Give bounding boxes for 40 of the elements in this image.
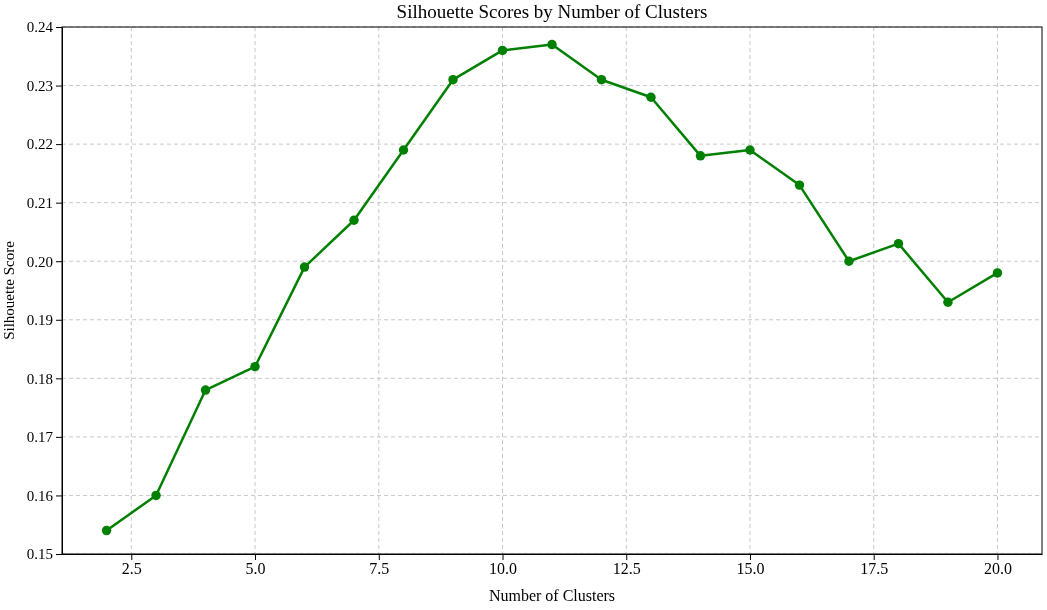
point (893, 238, 904, 249)
y-axis-title: Silhouette Score (1, 240, 17, 340)
point (596, 74, 607, 85)
point (349, 215, 359, 225)
x-tick-label: 5.0 (245, 560, 266, 578)
y-tick-label: 0.23 (26, 77, 53, 94)
y-tick-label: 0.16 (26, 487, 54, 504)
x-tick-label: 15.0 (736, 560, 765, 578)
point (299, 262, 310, 272)
x-tick-label: 7.5 (369, 560, 390, 578)
point (497, 45, 508, 56)
point (943, 297, 953, 307)
y-tick-label: 0.15 (26, 546, 53, 563)
point (398, 145, 409, 155)
y-tick-label: 0.20 (26, 253, 53, 270)
point (547, 39, 557, 50)
point (745, 145, 755, 155)
y-tick-label: 0.18 (26, 370, 53, 387)
point (992, 268, 1003, 278)
y-tick-label: 0.17 (26, 429, 54, 446)
x-axis-title: Number of Clusters (488, 587, 616, 604)
y-tick-label: 0.19 (26, 312, 53, 329)
point (250, 361, 260, 372)
y-tick-label: 0.21 (26, 194, 53, 211)
point (844, 256, 854, 266)
chart-title: Silhouette Scores by Number of Clusters (396, 1, 708, 22)
point (101, 525, 112, 536)
x-tick-label: 17.5 (860, 560, 889, 578)
x-tick-label: 10.0 (489, 560, 518, 578)
x-tick-label: 2.5 (121, 560, 142, 578)
point (646, 92, 656, 102)
point (448, 74, 458, 85)
point (200, 385, 211, 395)
y-tick-label: 0.22 (26, 136, 53, 153)
x-tick-label: 20.0 (983, 560, 1012, 578)
y-tick-label: 0.24 (26, 19, 54, 36)
x-tick-label: 12.5 (612, 560, 641, 578)
point (151, 490, 161, 501)
point (794, 180, 805, 190)
point (695, 151, 706, 161)
